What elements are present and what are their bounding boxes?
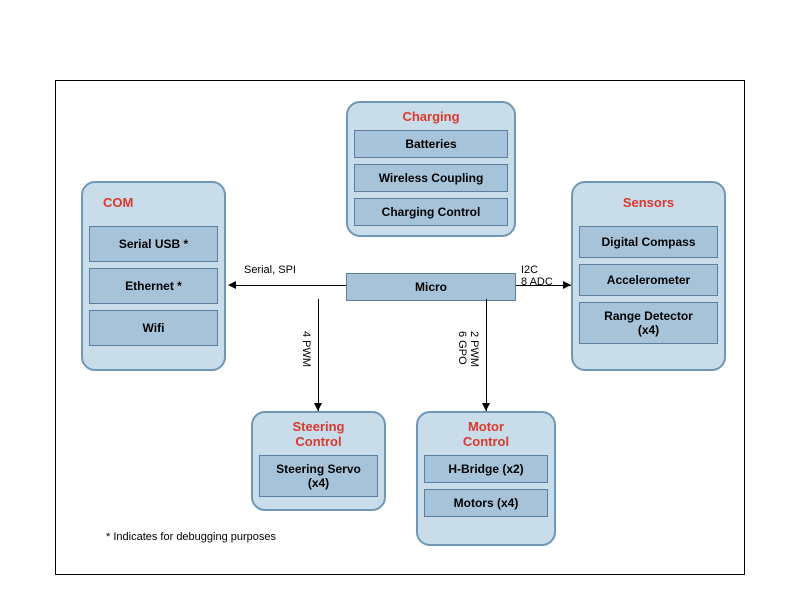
group-title-com: COM (83, 189, 224, 220)
edge-line-downright (486, 299, 487, 411)
edge-line-left (236, 285, 346, 286)
item-batteries: Batteries (354, 130, 508, 158)
group-motor: Motor Control H-Bridge (x2) Motors (x4) (416, 411, 556, 546)
group-sensors: Sensors Digital Compass Accelerometer Ra… (571, 181, 726, 371)
edge-label-2pwm: 2 PWM 6 GPO (456, 331, 480, 367)
item-wireless-coupling: Wireless Coupling (354, 164, 508, 192)
group-title-charging: Charging (348, 109, 514, 124)
node-micro: Micro (346, 273, 516, 301)
diagram-frame: Charging Batteries Wireless Coupling Cha… (55, 80, 745, 575)
arrowhead-left-1 (228, 281, 236, 289)
item-motors: Motors (x4) (424, 489, 548, 517)
item-digital-compass: Digital Compass (579, 226, 718, 258)
item-steering-servo: Steering Servo (x4) (259, 455, 378, 497)
group-charging: Charging Batteries Wireless Coupling Cha… (346, 101, 516, 237)
edge-label-4pwm: 4 PWM (300, 331, 312, 367)
item-charging-control: Charging Control (354, 198, 508, 226)
item-range-detector: Range Detector (x4) (579, 302, 718, 344)
item-wifi: Wifi (89, 310, 218, 346)
footnote: * Indicates for debugging purposes (106, 531, 276, 543)
arrowhead-right-1 (563, 281, 571, 289)
group-title-steering: Steering Control (253, 419, 384, 449)
arrowhead-downright (482, 403, 490, 411)
arrowhead-downleft (314, 403, 322, 411)
edge-line-downleft (318, 299, 319, 411)
item-hbridge: H-Bridge (x2) (424, 455, 548, 483)
edge-label-serial-spi: Serial, SPI (244, 264, 296, 276)
item-serial-usb: Serial USB * (89, 226, 218, 262)
group-title-sensors: Sensors (573, 189, 724, 220)
item-ethernet: Ethernet * (89, 268, 218, 304)
item-accelerometer: Accelerometer (579, 264, 718, 296)
group-title-motor: Motor Control (418, 419, 554, 449)
group-steering: Steering Control Steering Servo (x4) (251, 411, 386, 511)
group-com: COM Serial USB * Ethernet * Wifi (81, 181, 226, 371)
